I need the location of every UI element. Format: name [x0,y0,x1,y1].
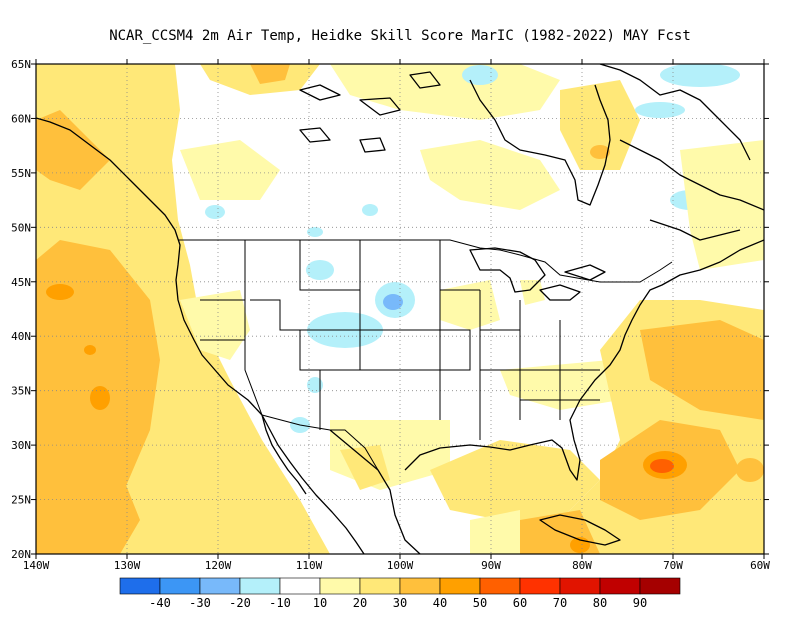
colorbar-label: 30 [393,596,407,610]
colorbar-swatch [519,577,561,595]
lon-label-70w: 70W [663,559,683,572]
great-lakes-outline [469,247,606,301]
lat-label-20n: 20N [11,548,31,561]
gulf-coastline [329,239,764,554]
coastlines [36,64,764,554]
hotspot-pacific-mid [84,345,96,355]
hotspot-pacific-south [90,386,110,410]
colorbar-label: 70 [553,596,567,610]
tick-marks [31,59,769,559]
colorbar-label: -10 [269,596,291,610]
colorbar-swatch [239,577,281,595]
colorbar-swatch [439,577,481,595]
colorbar-label: -40 [149,596,171,610]
colorbar-label: 20 [353,596,367,610]
colorbar-label: -30 [189,596,211,610]
hudson-bay-coastline [469,79,611,206]
colorbar-label: -20 [229,596,251,610]
lat-label-50n: 50N [11,221,31,234]
pacific-skill-field [36,64,330,554]
state-borders [200,240,600,440]
hotspot-atlantic [650,459,674,473]
lat-label-40n: 40N [11,330,31,343]
colorbar-swatch [359,577,401,595]
longitude-labels: 140W 130W 120W 110W 100W 90W 80W 70W 60W [23,559,771,572]
graticule [36,64,764,554]
quebec-coastline [619,139,764,241]
lon-label-120w: 120W [205,559,232,572]
lon-label-80w: 80W [572,559,592,572]
lat-label-25n: 25N [11,494,31,507]
us-mexico-border [261,414,379,471]
lon-label-90w: 90W [481,559,501,572]
lat-label-30n: 30N [11,439,31,452]
colorbar-swatch [639,577,681,595]
colorbar-label: 80 [593,596,607,610]
colorbar-swatch [319,577,361,595]
colorbar-swatch [119,577,161,595]
colorbar-swatch [479,577,521,595]
colorbar-swatch [279,577,321,595]
colorbar-label: 40 [433,596,447,610]
lon-label-100w: 100W [387,559,414,572]
colorbar-label: 10 [313,596,327,610]
colorbar-swatch [159,577,201,595]
lat-label-35n: 35N [11,385,31,398]
lon-label-140w: 140W [23,559,50,572]
lon-label-130w: 130W [114,559,141,572]
hotspot-pacific-north [46,284,74,300]
baja-coastline [261,414,307,495]
hotspot-hudson [590,145,610,159]
cuba-outline [539,514,621,546]
atlantic-skill-field [430,300,764,554]
latitude-labels: 65N 60N 55N 50N 45N 40N 35N 30N 25N 20N [11,58,31,561]
political-borders [178,239,673,471]
colorbar-swatch [559,577,601,595]
colorbar-swatch [599,577,641,595]
chart-title: NCAR_CCSM4 2m Air Temp, Heidke Skill Sco… [109,28,691,44]
lat-label-45n: 45N [11,276,31,289]
colorbar [119,577,681,595]
lon-label-60w: 60W [750,559,770,572]
colorbar-label: 50 [473,596,487,610]
colorbar-label: 60 [513,596,527,610]
arctic-islands [299,64,751,161]
lat-label-55n: 55N [11,167,31,180]
colorbar-label: 90 [633,596,647,610]
lat-label-60n: 60N [11,112,31,125]
colorbar-labels: -40 -30 -20 -10 10 20 30 40 50 60 70 80 … [149,596,647,610]
colorbar-swatch [399,577,441,595]
pacific-coastline [36,117,365,554]
lat-label-65n: 65N [11,58,31,71]
us-canada-border [178,239,673,283]
lon-label-110w: 110W [296,559,323,572]
colorbar-swatch [199,577,241,595]
coldspot-nebraska [383,294,403,310]
